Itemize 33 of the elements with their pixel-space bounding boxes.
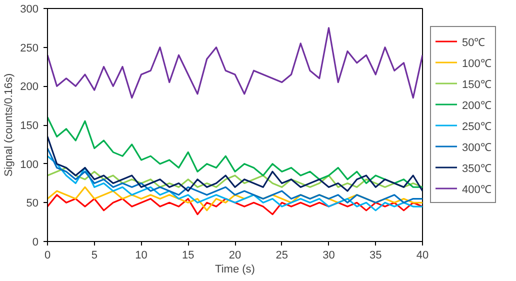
line-series (48, 155, 422, 212)
legend-label: 200℃ (462, 98, 492, 112)
x-axis-title: Time (s) (215, 264, 255, 276)
line-series (48, 166, 422, 188)
y-tick-label: 300 (20, 4, 39, 16)
legend-label: 250℃ (462, 120, 492, 132)
legend-label: 300℃ (462, 140, 492, 154)
x-tick-label: 35 (370, 250, 382, 262)
x-tick-label: 15 (182, 250, 194, 262)
x-tick-label: 30 (322, 250, 335, 262)
legend-label: 400℃ (462, 182, 492, 196)
x-tick-label: 10 (135, 250, 148, 262)
y-tick-label: 100 (20, 158, 39, 171)
y-axis-title: Signal (counts/0.16s) (3, 73, 16, 177)
x-tick-label: 20 (228, 250, 242, 262)
line-series (48, 116, 422, 188)
x-tick-label: 40 (416, 250, 429, 262)
line-series (48, 148, 422, 204)
legend-label: 350℃ (462, 162, 492, 174)
y-tick-label: 50 (26, 198, 39, 210)
x-tick-label: 5 (91, 250, 98, 262)
line-series (48, 136, 422, 192)
line-series (48, 194, 422, 216)
legend-label: 50℃ (462, 36, 486, 48)
y-tick-label: 200 (20, 81, 39, 94)
x-tick-label: 25 (276, 250, 288, 262)
y-tick-label: 150 (20, 120, 39, 132)
x-tick-label: 0 (44, 250, 51, 262)
legend-label: 150℃ (462, 78, 492, 90)
legend-label: 100℃ (462, 56, 492, 70)
line-series (48, 27, 422, 99)
y-tick-label: 250 (20, 42, 39, 54)
y-tick-label: 0 (32, 236, 39, 248)
